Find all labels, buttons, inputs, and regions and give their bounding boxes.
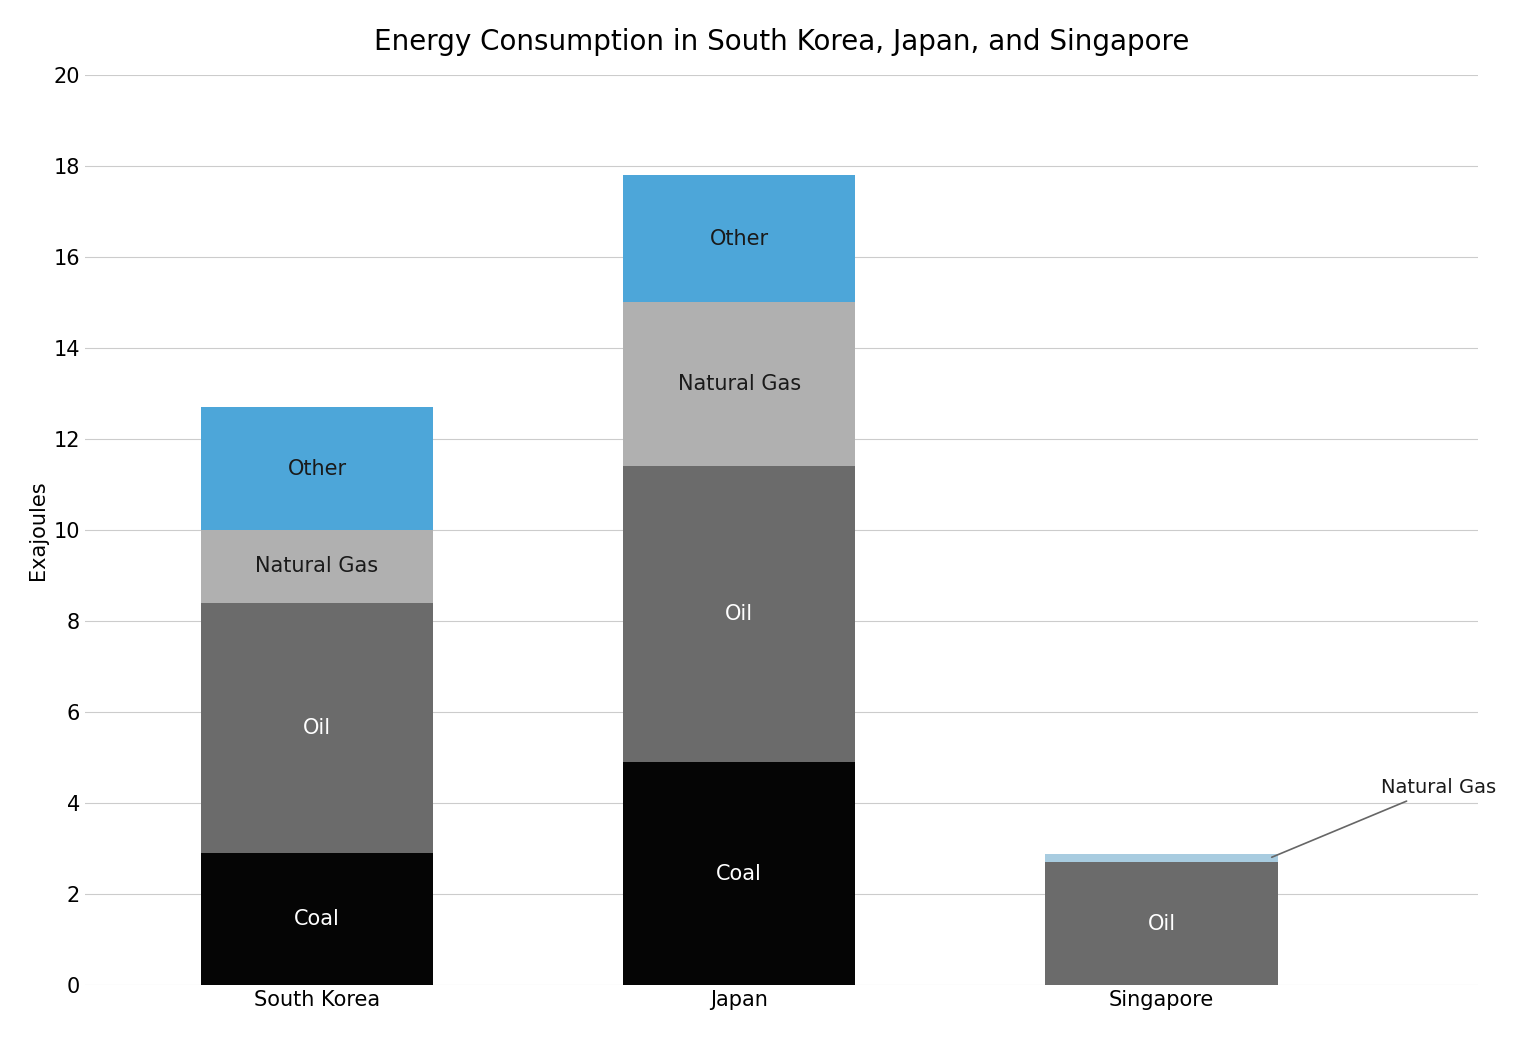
Text: Natural Gas: Natural Gas <box>255 556 378 576</box>
Bar <box>623 302 855 466</box>
Bar <box>201 603 434 853</box>
Bar <box>623 175 855 302</box>
Text: Other: Other <box>288 459 346 479</box>
Bar <box>1046 854 1278 863</box>
Text: Oil: Oil <box>726 604 754 624</box>
Text: Natural Gas: Natural Gas <box>1272 778 1496 857</box>
Y-axis label: Exajoules: Exajoules <box>28 481 48 580</box>
Text: Oil: Oil <box>1147 913 1175 934</box>
Bar <box>623 762 855 985</box>
Title: Energy Consumption in South Korea, Japan, and Singapore: Energy Consumption in South Korea, Japan… <box>374 28 1189 56</box>
Text: Other: Other <box>709 228 769 249</box>
Bar <box>623 466 855 762</box>
Bar <box>201 853 434 985</box>
Bar <box>1046 863 1278 985</box>
Text: Coal: Coal <box>294 909 340 929</box>
Text: Natural Gas: Natural Gas <box>678 375 801 394</box>
Bar <box>201 530 434 603</box>
Bar <box>201 407 434 530</box>
Text: Coal: Coal <box>717 864 763 883</box>
Text: Oil: Oil <box>303 718 331 738</box>
